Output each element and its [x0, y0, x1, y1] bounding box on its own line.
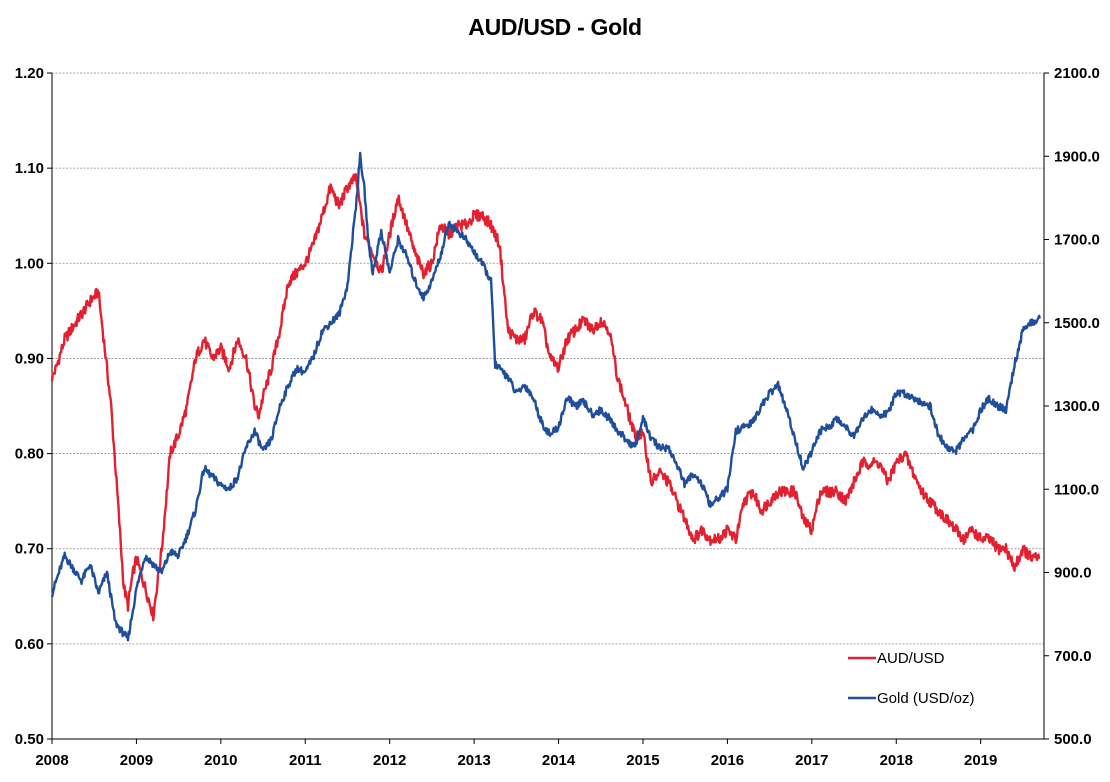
- series-line-audusd: [50, 173, 1041, 622]
- y-left-tick-label: 0.50: [15, 731, 44, 748]
- x-tick-label: 2009: [120, 752, 153, 769]
- y-left-tick-label: 0.90: [15, 350, 44, 367]
- y-right-tick-label: 1300.0: [1054, 398, 1100, 415]
- y-left-tick-label: 1.20: [15, 65, 44, 82]
- series-line-gold: [50, 151, 1041, 642]
- x-tick-label: 2008: [35, 752, 68, 769]
- y-left-tick-label: 0.60: [15, 636, 44, 653]
- x-tick-label: 2016: [711, 752, 744, 769]
- x-tick-label: 2017: [795, 752, 828, 769]
- y-right-tick-label: 2100.0: [1054, 65, 1100, 82]
- y-right-tick-label: 1700.0: [1054, 232, 1100, 249]
- x-tick-label: 2011: [289, 752, 322, 769]
- chart-title: AUD/USD - Gold: [468, 14, 642, 40]
- x-tick-label: 2012: [373, 752, 406, 769]
- x-tick-label: 2014: [542, 752, 576, 769]
- y-right-tick-label: 900.0: [1054, 565, 1092, 582]
- x-tick-label: 2015: [626, 752, 659, 769]
- y-left-tick-label: 0.80: [15, 446, 44, 463]
- y-right-tick-label: 1900.0: [1054, 148, 1100, 165]
- y-left-tick-label: 1.00: [15, 255, 44, 272]
- x-tick-label: 2019: [964, 752, 997, 769]
- y-left-tick-label: 0.70: [15, 541, 44, 558]
- legend-label: AUD/USD: [877, 650, 945, 667]
- legend-label: Gold (USD/oz): [877, 690, 975, 707]
- y-right-tick-label: 1500.0: [1054, 315, 1100, 332]
- y-right-tick-label: 700.0: [1054, 648, 1092, 665]
- y-right-tick-label: 1100.0: [1054, 481, 1099, 498]
- y-left-tick-label: 1.10: [15, 160, 44, 177]
- y-right-tick-label: 500.0: [1054, 731, 1092, 748]
- x-tick-label: 2010: [204, 752, 237, 769]
- x-tick-label: 2018: [880, 752, 913, 769]
- x-tick-label: 2013: [457, 752, 490, 769]
